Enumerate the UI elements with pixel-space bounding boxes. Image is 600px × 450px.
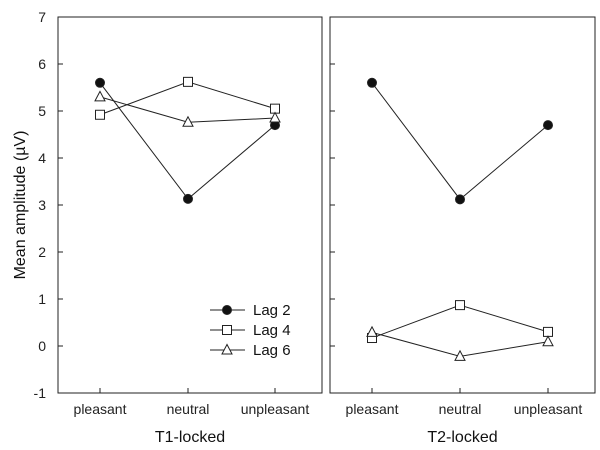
legend-marker-3 — [221, 343, 233, 355]
panel-2-x-axis-title: T2-locked — [427, 429, 497, 446]
y-tick-label-3: 2 — [38, 244, 46, 260]
legend-label-3: Lag 6 — [253, 342, 291, 359]
panel-2-series-3-point-2 — [542, 335, 554, 347]
y-tick-label-1: 0 — [38, 338, 46, 354]
panel-1-series-2-point-0 — [95, 109, 105, 120]
panel-1-x-tick-label-2: unpleasant — [241, 401, 310, 417]
y-tick-label-8: 7 — [38, 9, 46, 25]
y-tick-label-6: 5 — [38, 103, 46, 119]
panel-2-series-1-point-0 — [367, 77, 377, 88]
panel-2-series-3-point-0 — [366, 325, 378, 337]
panel-2-x-tick-label-2: unpleasant — [514, 401, 583, 417]
panel-2-x-tick-label-1: neutral — [439, 401, 482, 417]
panel-1-series-3-point-0 — [94, 90, 106, 102]
panel-2-series-2-point-1 — [455, 300, 465, 311]
legend-label-1: Lag 2 — [253, 302, 291, 319]
panel-2-series-3-point-1 — [454, 349, 466, 361]
panel-1-series-1-point-1 — [183, 193, 193, 204]
panel-2-series-2-point-2 — [543, 326, 553, 337]
legend-marker-2 — [222, 325, 232, 335]
panel-1-x-tick-label-0: pleasant — [74, 401, 127, 417]
panel-1-x-axis-title: T1-locked — [155, 429, 225, 446]
panel-2-series-1-point-1 — [455, 194, 465, 205]
panel-2-x-tick-label-0: pleasant — [346, 401, 399, 417]
y-axis-title: Mean amplitude (µV) — [12, 131, 29, 280]
panel-2-series-1-point-2 — [543, 120, 553, 131]
legend-label-2: Lag 4 — [253, 322, 291, 339]
legend-marker-1 — [222, 305, 232, 315]
y-tick-label-0: -1 — [34, 385, 47, 401]
y-tick-label-2: 1 — [38, 291, 46, 307]
panel-1-series-2-point-1 — [183, 76, 193, 87]
y-tick-label-4: 3 — [38, 197, 46, 213]
panel-1-series-1-point-0 — [95, 77, 105, 88]
panel-1-series-3-point-1 — [182, 115, 194, 127]
panel-1-series-3-point-2 — [269, 111, 281, 123]
y-tick-label-7: 6 — [38, 56, 46, 72]
panel-1-x-tick-label-1: neutral — [167, 401, 210, 417]
y-tick-label-5: 4 — [38, 150, 46, 166]
panel-2-series-line-1 — [371, 82, 549, 201]
